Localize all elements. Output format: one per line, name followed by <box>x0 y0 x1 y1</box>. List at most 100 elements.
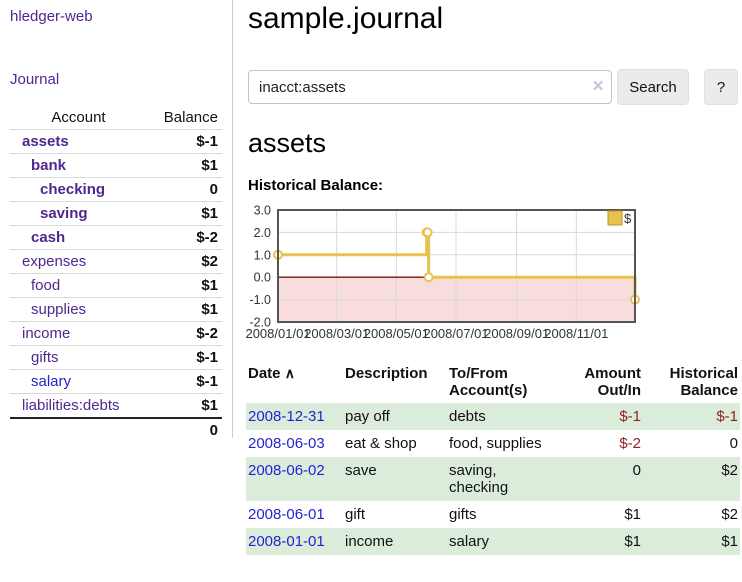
svg-text:2008/05/01: 2008/05/01 <box>364 326 429 341</box>
accounts-col-account: Account <box>51 109 106 126</box>
transaction-accounts: debts <box>449 408 486 425</box>
account-link-gifts[interactable]: gifts <box>31 349 59 366</box>
account-balance: $1 <box>146 273 222 298</box>
transaction-date-link[interactable]: 2008-06-02 <box>248 462 325 479</box>
account-link-salary[interactable]: salary <box>31 373 72 390</box>
register-row: 2008-12-31 pay off debts $-1 $-1 <box>246 403 740 430</box>
transaction-balance: 0 <box>729 435 738 452</box>
account-link-liabilities-debts[interactable]: liabilities:debts <box>22 397 120 414</box>
account-row-gifts: gifts $-1 <box>10 345 222 370</box>
register-header-row: Date ∧ Description To/From Account(s) Am… <box>246 361 740 403</box>
register-row: 2008-06-02 save saving, checking 0 $2 <box>246 457 740 501</box>
register-col-accounts: To/From Account(s) <box>449 365 528 399</box>
account-balance: $1 <box>146 297 222 322</box>
account-link-bank[interactable]: bank <box>31 157 67 174</box>
search-input[interactable] <box>248 70 612 104</box>
help-button[interactable]: ? <box>704 69 738 105</box>
svg-text:3.0: 3.0 <box>254 204 271 218</box>
account-balance: 0 <box>146 177 222 202</box>
account-balance: $-1 <box>146 129 222 154</box>
svg-text:-1.0: -1.0 <box>249 293 271 307</box>
account-heading: assets <box>248 128 327 158</box>
account-balance: $1 <box>146 153 222 178</box>
accounts-total-row: 0 <box>10 417 222 442</box>
account-row-salary: salary $-1 <box>10 369 222 394</box>
transaction-date-link[interactable]: 2008-01-01 <box>248 533 325 550</box>
svg-text:2008/03/01: 2008/03/01 <box>304 326 369 341</box>
transaction-description: gift <box>345 506 366 523</box>
register-col-balance: Historical Balance <box>669 365 738 399</box>
accounts-total-value: 0 <box>146 417 222 442</box>
chart-title: Historical Balance: <box>248 177 384 194</box>
account-link-cash[interactable]: cash <box>31 229 66 246</box>
register-row: 2008-01-01 income salary $1 $1 <box>246 528 740 555</box>
transaction-accounts: salary <box>449 533 490 550</box>
account-row-food: food $1 <box>10 273 222 298</box>
transaction-balance: $-1 <box>716 408 738 425</box>
search-button[interactable]: Search <box>617 69 689 105</box>
page-title: sample.journal <box>248 2 444 35</box>
account-link-expenses[interactable]: expenses <box>22 253 87 270</box>
transaction-balance: $1 <box>721 533 738 550</box>
sidebar: hledger-web Journal Account Balance asse… <box>0 0 233 442</box>
account-link-supplies[interactable]: supplies <box>31 301 87 318</box>
svg-text:2008/01/01: 2008/01/01 <box>245 326 310 341</box>
historical-balance-chart: 3.0 2.0 1.0 0.0 -1.0 -2.0 2008/01/01 2008/03/01… <box>245 204 742 349</box>
transaction-description: income <box>345 533 394 550</box>
transaction-balance: $2 <box>721 462 738 479</box>
register-col-date[interactable]: Date ∧ <box>248 365 295 382</box>
svg-text:-2.0: -2.0 <box>249 316 271 330</box>
transaction-amount: 0 <box>632 462 641 479</box>
transaction-amount: $1 <box>624 506 641 523</box>
account-balance: $1 <box>146 201 222 226</box>
account-link-saving[interactable]: saving <box>40 205 88 222</box>
main-content: sample.journal × Search ? assets Histori… <box>245 0 742 582</box>
clear-search-icon[interactable]: × <box>592 76 604 97</box>
account-row-saving: saving $1 <box>10 201 222 226</box>
register-row: 2008-06-03 eat & shop food, supplies $-2… <box>246 430 740 457</box>
svg-text:2.0: 2.0 <box>254 226 271 240</box>
transaction-amount: $1 <box>624 533 641 550</box>
transaction-amount: $-1 <box>619 408 641 425</box>
account-balance: $2 <box>146 249 222 274</box>
account-link-income[interactable]: income <box>22 325 71 342</box>
app-brand-link[interactable]: hledger-web <box>10 8 93 25</box>
transaction-description: pay off <box>345 408 390 425</box>
transaction-date-link[interactable]: 2008-06-03 <box>248 435 325 452</box>
transaction-description: eat & shop <box>345 435 417 452</box>
svg-text:2008/11/01: 2008/11/01 <box>544 326 608 341</box>
account-balance: $-2 <box>146 321 222 346</box>
account-row-checking: checking 0 <box>10 177 222 202</box>
sidebar-item-journal[interactable]: Journal <box>10 71 60 88</box>
transaction-accounts: food, supplies <box>449 435 542 452</box>
register-section: Date ∧ Description To/From Account(s) Am… <box>246 361 740 555</box>
account-row-cash: cash $-2 <box>10 225 222 250</box>
account-row-expenses: expenses $2 <box>10 249 222 274</box>
transaction-date-link[interactable]: 2008-12-31 <box>248 408 325 425</box>
account-row-assets: assets $-1 <box>10 129 222 154</box>
transaction-description: save <box>345 462 377 479</box>
account-link-assets[interactable]: assets <box>22 133 69 150</box>
account-balance: $-2 <box>146 225 222 250</box>
account-link-food[interactable]: food <box>31 277 61 294</box>
transaction-accounts: saving, checking <box>449 462 509 496</box>
register-col-amount: Amount Out/In <box>584 365 641 399</box>
account-row-liabilities-debts: liabilities:debts $1 <box>10 393 222 418</box>
account-row-income: income $-2 <box>10 321 222 346</box>
transaction-balance: $2 <box>721 506 738 523</box>
account-row-bank: bank $1 <box>10 153 222 178</box>
svg-text:0.0: 0.0 <box>254 271 271 285</box>
transaction-accounts: gifts <box>449 506 477 523</box>
register-col-description: Description <box>345 365 428 382</box>
svg-text:2008/09/01: 2008/09/01 <box>484 326 549 341</box>
account-balance: $1 <box>146 393 222 418</box>
account-link-checking[interactable]: checking <box>40 181 106 198</box>
accounts-table-header: Account Balance <box>10 106 222 130</box>
transaction-amount: $-2 <box>619 435 641 452</box>
account-balance: $-1 <box>146 369 222 394</box>
register-row: 2008-06-01 gift gifts $1 $2 <box>246 501 740 528</box>
chart-canvas: 3.0 2.0 1.0 0.0 -1.0 -2.02008/01/012008/03/01… <box>245 204 640 341</box>
sort-asc-icon: ∧ <box>284 365 295 381</box>
transaction-date-link[interactable]: 2008-06-01 <box>248 506 325 523</box>
search-form: × Search ? <box>248 69 740 105</box>
